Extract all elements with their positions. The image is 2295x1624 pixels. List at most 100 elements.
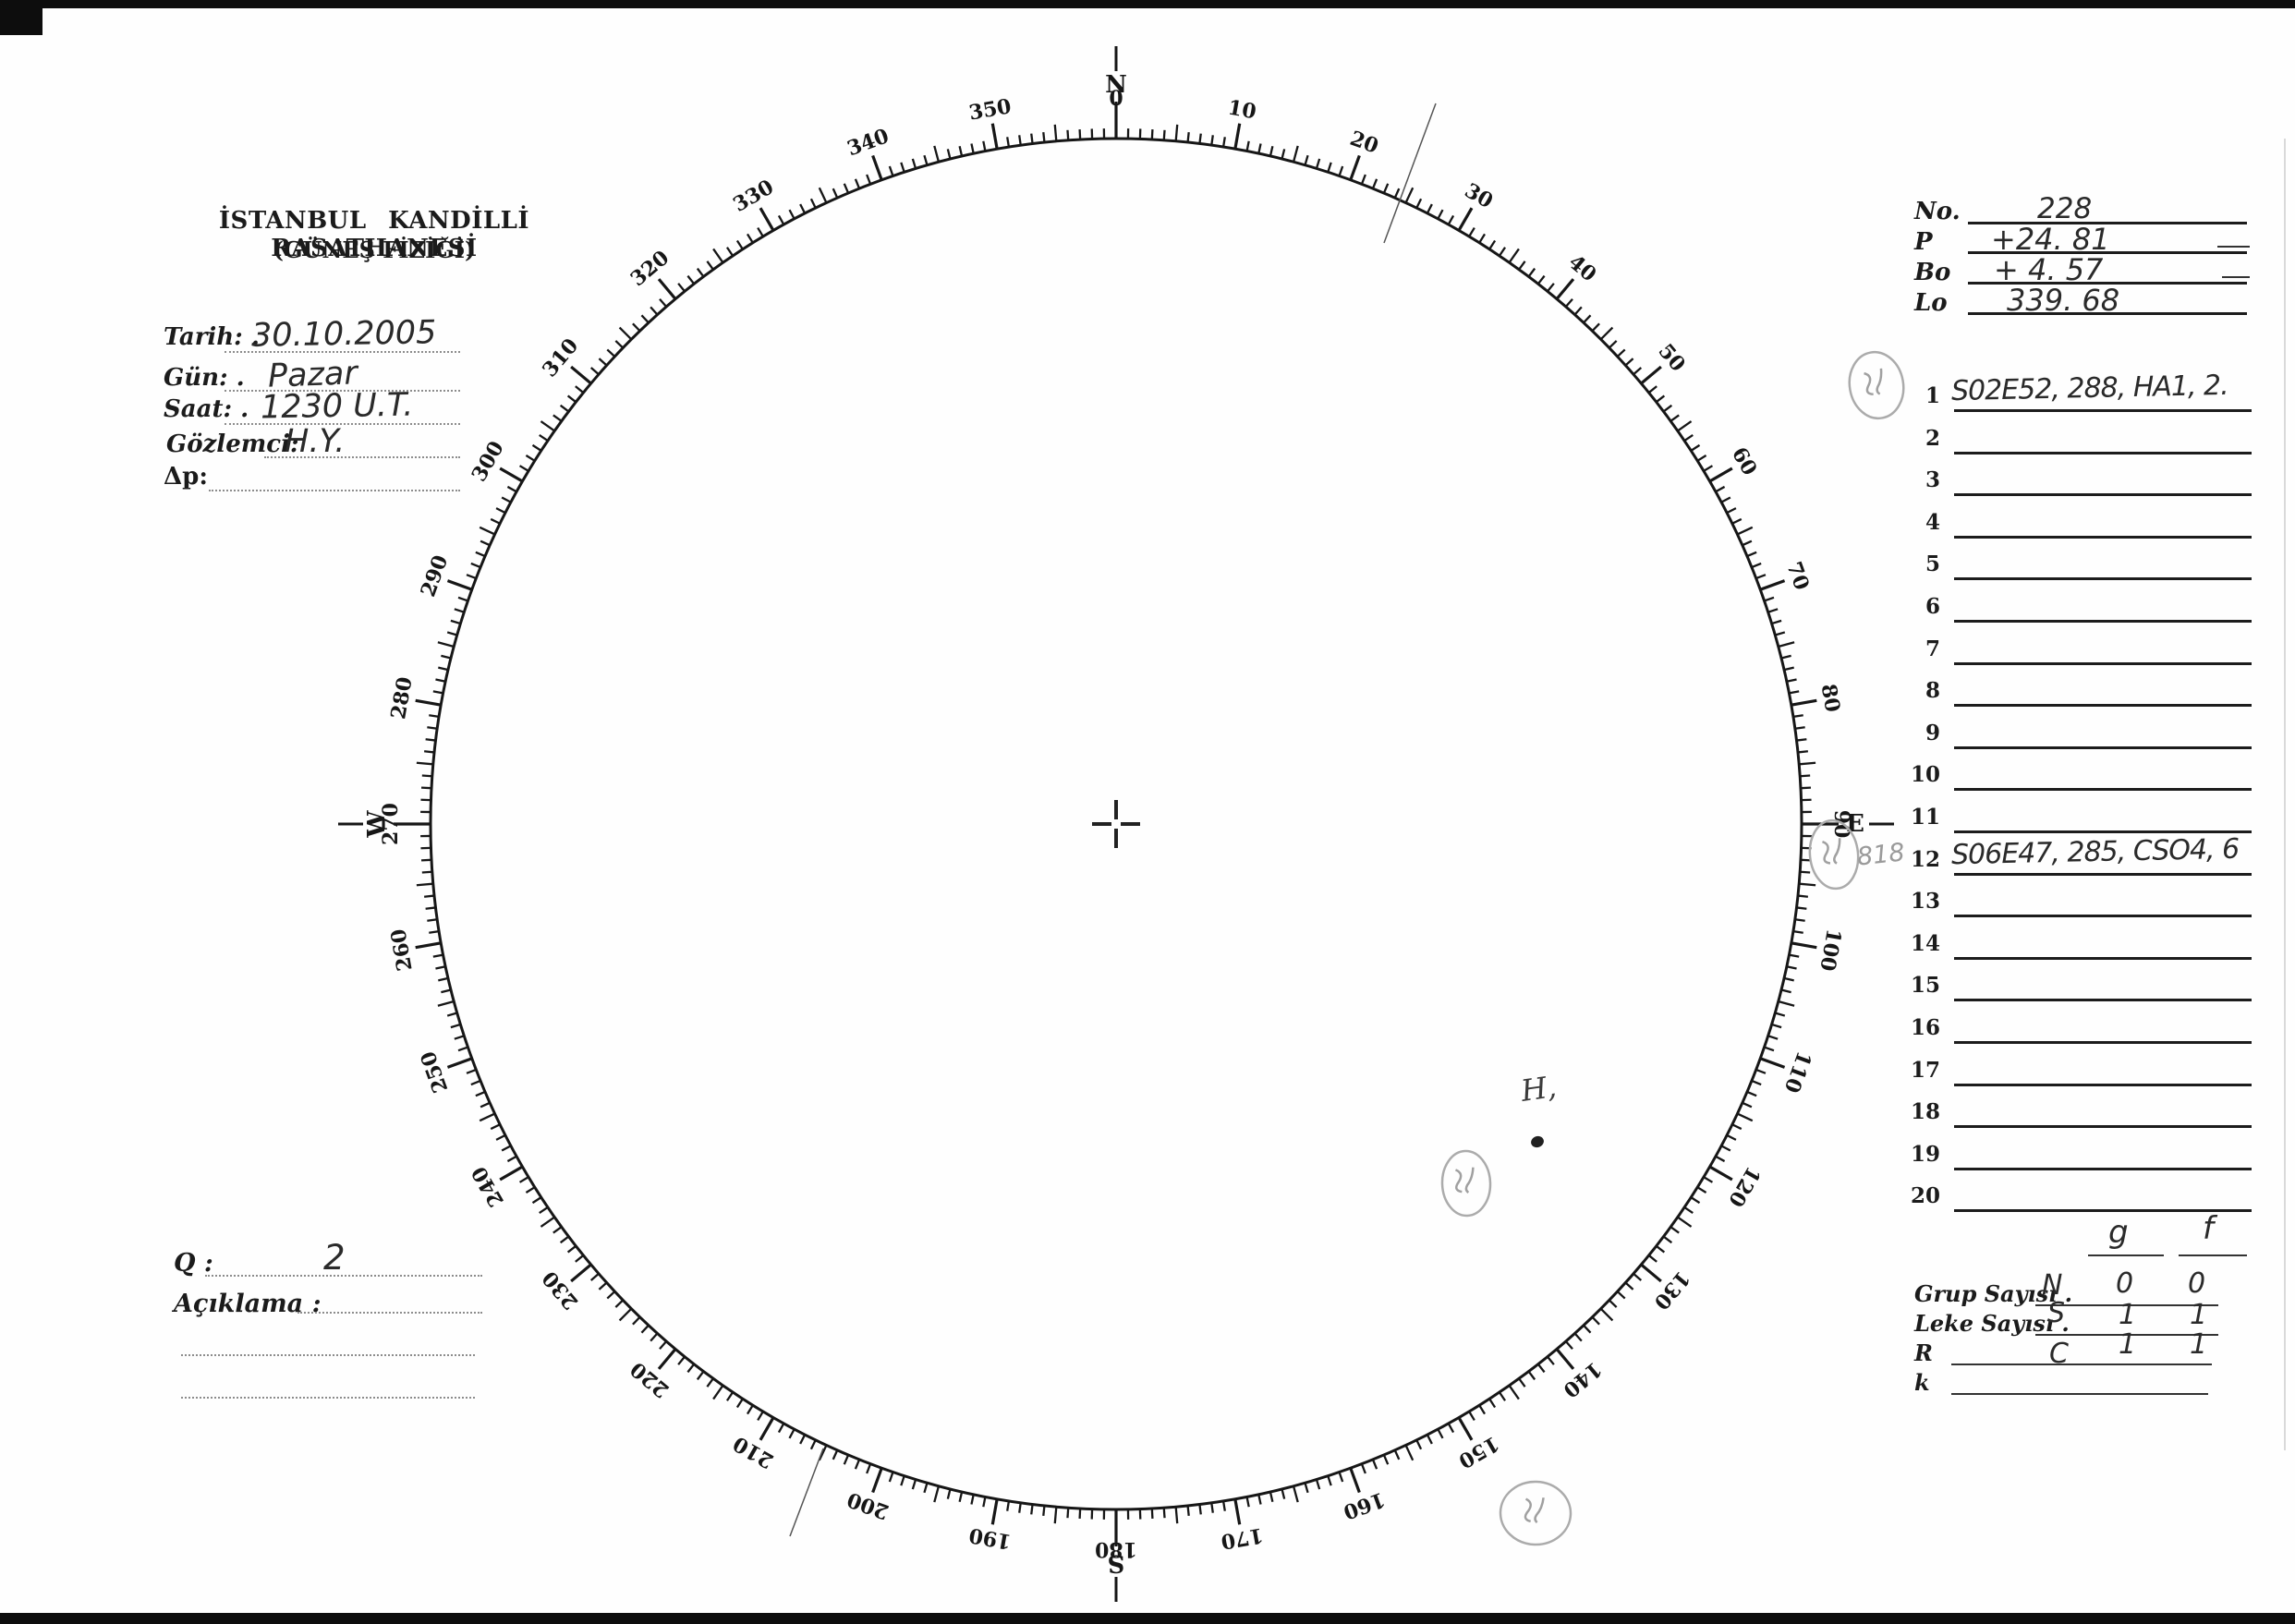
degree-tick [1731,517,1742,525]
degree-tick [539,433,549,442]
group-row-entry: S02E52, 288, HA1, 2. [1950,369,2228,408]
degree-tick [900,162,905,173]
degree-tick [1415,198,1423,209]
degree-tick [1304,1482,1309,1494]
degree-tick [757,1411,764,1422]
degree-tick [1683,1206,1694,1215]
degree-tick [420,858,432,862]
degree-tick [1799,882,1816,887]
degree-tick [1616,1291,1626,1300]
degree-tick [552,1226,563,1234]
group-row-line [1954,915,2252,917]
degree-tick [659,1340,668,1351]
degree-tick [712,248,724,263]
degree-tick [525,1186,536,1194]
degree-tick [495,1133,506,1141]
degree-tick [1662,404,1673,413]
degree-tick [799,1434,807,1445]
degree-tick [1078,128,1082,140]
degree-tick [706,261,714,271]
degree-tick [1257,1494,1262,1505]
group-row-line [1954,1084,2252,1086]
degree-tick [540,1216,555,1228]
degree-tick [1759,579,1786,591]
sunspot-mark [1531,1135,1544,1148]
degree-tick [1655,1244,1666,1254]
degree-tick [1162,1508,1166,1519]
degree-tick [490,517,501,525]
degree-tick [1186,132,1190,143]
degree-tick [454,608,465,613]
group-row-line [1954,999,2252,1001]
degree-tick [854,178,861,189]
degree-tick [479,526,496,536]
field-line-saat [225,423,460,425]
degree-tick [888,1472,894,1483]
group-row-line [1954,1209,2252,1212]
group-row-line [1954,873,2252,876]
degree-tick [1030,1504,1034,1515]
degree-tick [990,1498,999,1525]
degree-tick [696,1370,705,1381]
quality-label: Q : [174,1249,213,1278]
degree-tick [1791,941,1817,950]
degree-tick [1746,1090,1757,1097]
degree-tick [589,1272,600,1281]
summary-label-k: k [1914,1369,1930,1396]
degree-tick [1624,1281,1634,1291]
degree-tick [552,414,563,422]
degree-tick [1703,1176,1714,1183]
degree-tick [1792,929,1803,934]
degree-tick [1066,129,1070,140]
group-row-number: 13 [1910,889,1940,914]
group-row-line [1954,957,2252,960]
degree-tick [1794,726,1805,730]
paraph-squiggle [1524,1497,1545,1524]
degree-tick [475,1090,486,1097]
degree-tick [1608,1299,1618,1308]
degree-tick [843,183,850,194]
summary-leke-f: 1 [2190,1299,2208,1331]
sunspot-group-label: H, [1518,1069,1559,1109]
degree-tick [1221,1500,1226,1511]
degree-tick [1269,146,1274,157]
degree-tick [1708,1165,1733,1182]
degree-tick [1006,1500,1011,1511]
degree-tick [441,654,452,660]
degree-tick [415,698,442,707]
degree-tick [570,1263,592,1283]
scan-edge-top [0,0,2295,8]
degree-tick [911,1479,917,1490]
degree-tick [1783,666,1794,672]
degree-tick [1536,1363,1546,1374]
degree-tick [1564,297,1573,308]
degree-tick [843,1454,850,1465]
degree-tick [866,174,872,185]
degree-tick [454,1035,465,1040]
degree-tick [1382,183,1390,194]
summary-label-grup: Grup Sayısı . [1914,1280,2073,1307]
group-row-line [1954,620,2252,623]
eph-label-no: No. [1914,198,1961,225]
eph-value-no: 228 [2037,192,2093,225]
degree-tick [1794,918,1805,922]
summary-label-leke: Leke Sayısı . [1914,1310,2070,1337]
degree-tick [1647,385,1658,394]
degree-tick [657,1348,677,1370]
degree-tick [437,641,455,648]
degree-tick [809,198,817,209]
degree-tick [1030,133,1034,144]
field-line-tarih [225,351,460,353]
degree-tick [1547,1355,1555,1365]
degree-tick [1720,496,1731,503]
degree-tick [933,145,941,163]
degree-tick [1518,261,1526,271]
degree-tick [466,574,477,580]
eph-label-p: P [1914,228,1933,256]
degree-tick [657,278,677,300]
degree-tick [706,1377,714,1388]
degree-tick [1731,1123,1742,1131]
degree-tick [1708,467,1733,483]
group-row-number: 3 [1925,467,1940,492]
degree-tick [777,214,785,225]
